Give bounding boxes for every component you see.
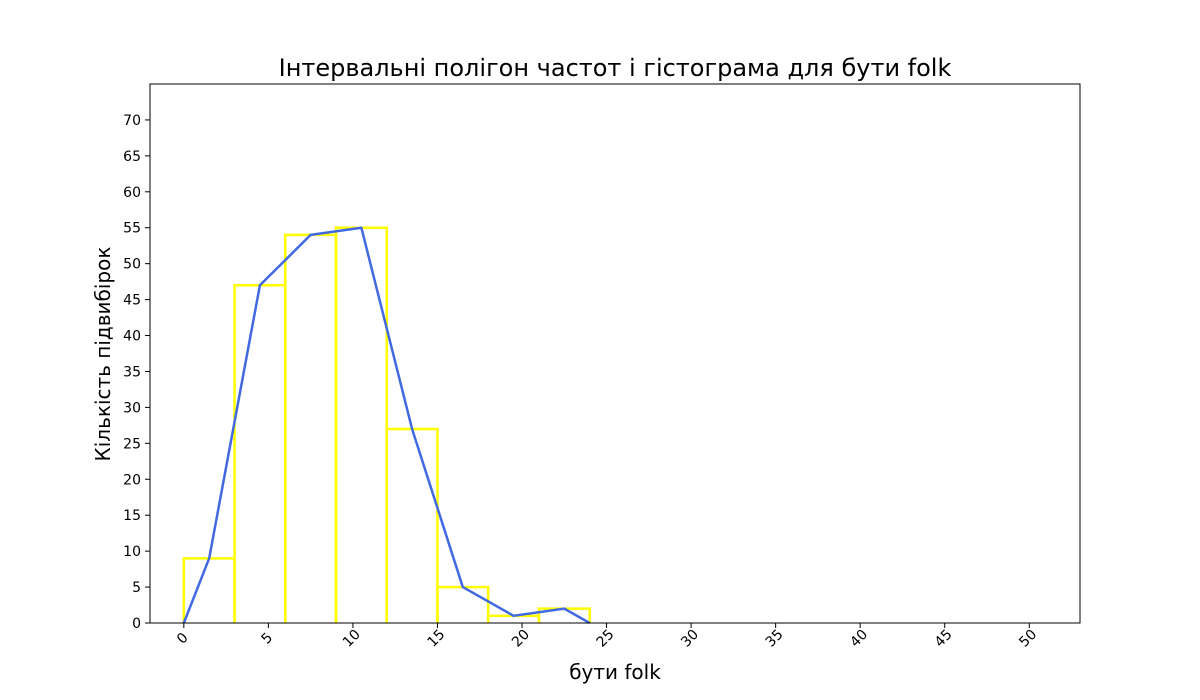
y-tick-label: 65 [123,149,141,165]
y-tick-label: 40 [123,329,141,345]
y-axis-label: Кількість підвибірок [91,247,115,462]
y-tick-label: 10 [123,544,141,560]
x-tick-label: 0 [174,630,192,648]
x-tick-label: 30 [678,627,702,651]
y-tick-label: 50 [123,257,141,273]
frequency-polygon-line [182,226,591,625]
histogram-bar [233,283,287,623]
x-tick-label: 25 [594,627,618,651]
histogram-bar [182,557,236,623]
x-axis: 0 5 10 15 20 25 30 35 40 45 50 [174,623,1040,651]
x-tick-label: 10 [340,627,364,651]
x-tick-label: 35 [763,627,787,651]
y-tick-label: 20 [123,472,141,488]
histogram-bar [334,226,388,623]
plot-frame [149,83,1081,624]
y-tick-label: 70 [123,113,141,129]
x-tick-label: 15 [424,627,448,651]
x-tick-label: 50 [1016,627,1040,651]
x-tick-label: 5 [259,630,277,648]
y-tick-label: 55 [123,221,141,237]
y-tick-label: 5 [132,580,141,596]
histogram-bar [385,427,439,623]
histogram-bar [436,585,490,623]
y-tick-label: 15 [123,508,141,524]
x-axis-label: бути folk [569,660,661,684]
y-tick-label: 25 [123,436,141,452]
x-tick-label: 20 [509,627,533,651]
plot-area [182,226,591,625]
histogram-bar [284,233,338,623]
x-tick-label: 40 [847,627,871,651]
y-tick-label: 60 [123,185,141,201]
y-tick-label: 0 [132,616,141,632]
x-tick-label: 45 [932,627,956,651]
chart-title: Інтервальні полігон частот і гістограма … [279,54,952,82]
y-tick-label: 30 [123,400,141,416]
y-tick-label: 35 [123,364,141,380]
y-axis: 0 5 10 15 20 25 30 35 40 45 50 55 60 65 70 [123,113,150,632]
y-tick-label: 45 [123,293,141,309]
